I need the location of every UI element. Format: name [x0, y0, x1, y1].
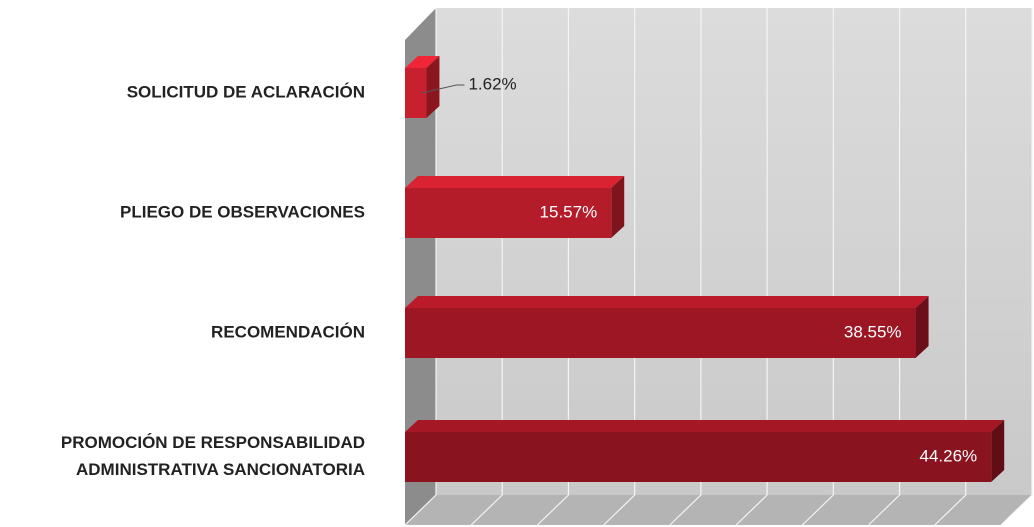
category-label: SOLICITUD DE ACLARACIÓN — [127, 82, 365, 101]
bar — [405, 420, 1005, 482]
grid-line — [801, 8, 834, 526]
value-label: 1.62% — [468, 74, 516, 93]
grid-line — [868, 8, 901, 526]
bar — [405, 56, 440, 118]
bar — [405, 176, 625, 238]
grid-line — [669, 8, 702, 526]
grid-line — [404, 8, 437, 526]
grid-line — [934, 8, 967, 526]
bar-front — [405, 432, 992, 482]
grid-line — [735, 8, 768, 526]
bar-end — [426, 56, 440, 118]
leader-line — [421, 84, 465, 94]
bar-front — [405, 188, 612, 238]
grid-line — [1000, 8, 1033, 526]
grid-line — [603, 8, 636, 526]
bar-front — [405, 68, 427, 118]
value-label: 44.26% — [920, 446, 978, 465]
bar-top — [405, 176, 625, 188]
category-label: PLIEGO DE OBSERVACIONES — [120, 202, 365, 221]
bar-top — [405, 56, 440, 68]
bar-front — [405, 308, 916, 358]
bar-top — [405, 296, 929, 308]
grid-line — [537, 8, 570, 526]
value-label: 38.55% — [844, 322, 902, 341]
category-label: PROMOCIÓN DE RESPONSABILIDAD ADMINISTRATI… — [61, 433, 365, 479]
bar-top — [405, 420, 1005, 432]
floor — [405, 495, 1032, 525]
grid-line — [470, 8, 503, 526]
side-wall — [405, 8, 436, 525]
bar-end — [991, 420, 1005, 482]
back-wall — [436, 8, 1032, 495]
bar-end — [915, 296, 929, 358]
bar — [405, 296, 929, 358]
bar-end — [611, 176, 625, 238]
value-label: 15.57% — [540, 202, 598, 221]
category-label: RECOMENDACIÓN — [211, 322, 365, 341]
